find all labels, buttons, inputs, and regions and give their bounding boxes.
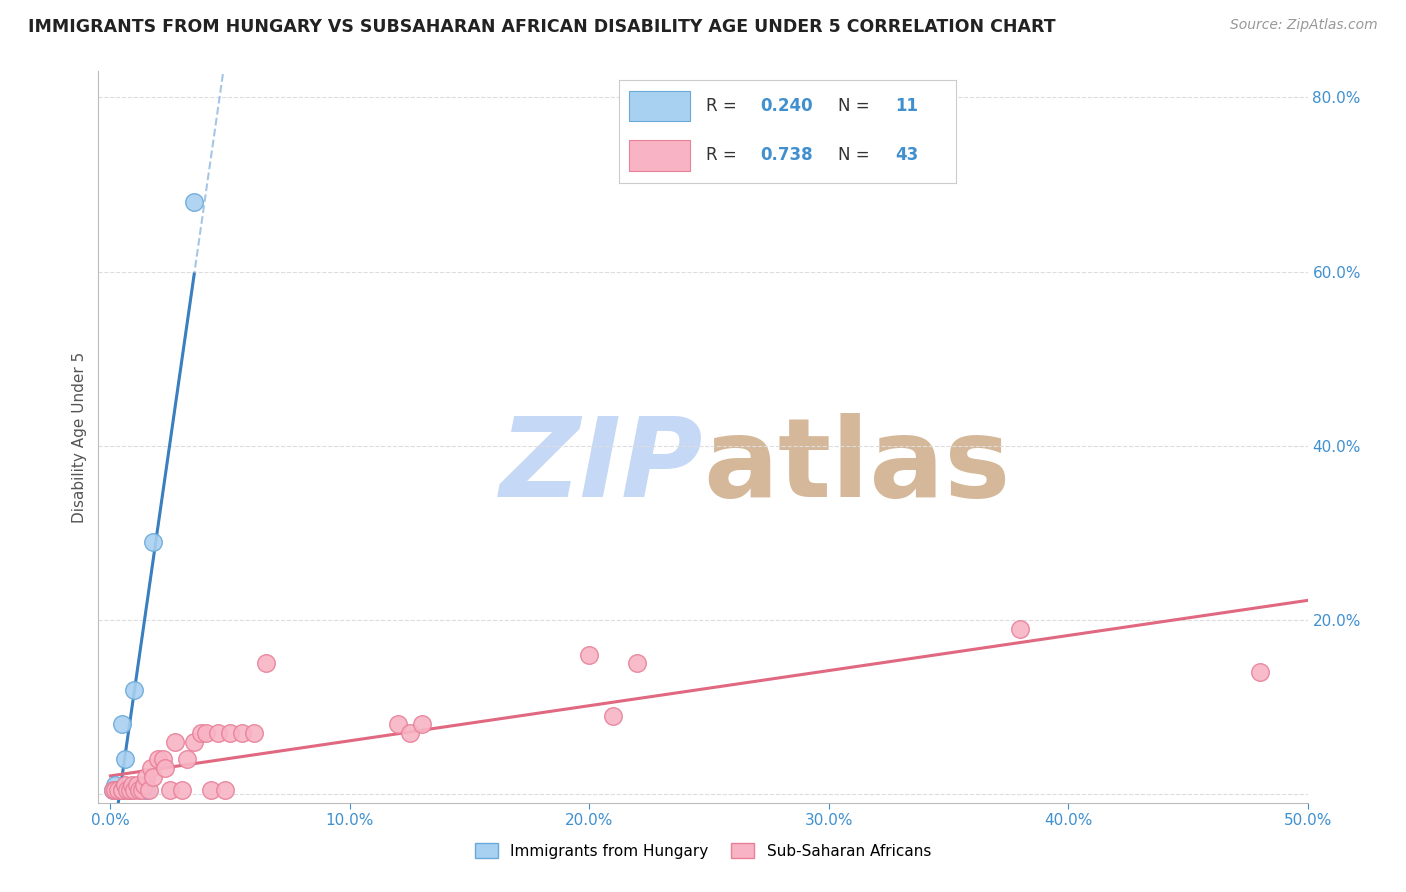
Point [411,717,433,731]
Point [135,770,157,784]
Text: ZIP: ZIP [499,413,703,520]
Point [207,726,229,740]
Point [163,735,186,749]
Point [159,782,181,797]
Point [128,782,150,797]
Point [195,726,218,740]
Point [142,770,165,784]
Point [111,717,134,731]
Point [183,735,205,749]
Text: R =: R = [706,97,742,115]
Point [107,782,129,797]
Text: 43: 43 [896,146,918,164]
Point [101,782,124,797]
Point [626,657,648,671]
Point [214,782,236,797]
Point [114,752,136,766]
Point [125,778,148,792]
Point [124,782,146,797]
Text: R =: R = [706,146,742,164]
Text: IMMIGRANTS FROM HUNGARY VS SUBSAHARAN AFRICAN DISABILITY AGE UNDER 5 CORRELATION: IMMIGRANTS FROM HUNGARY VS SUBSAHARAN AF… [28,18,1056,36]
Point [104,778,127,792]
Point [602,708,624,723]
Point [152,752,174,766]
Point [1010,622,1032,636]
Point [190,726,212,740]
Y-axis label: Disability Age Under 5: Disability Age Under 5 [72,351,87,523]
Point [135,782,157,797]
Point [132,778,155,792]
Point [155,761,177,775]
Point [118,782,141,797]
Text: 0.738: 0.738 [761,146,813,164]
Point [148,752,170,766]
Point [243,726,266,740]
Bar [628,91,689,121]
Point [107,782,129,797]
Point [115,782,138,797]
Point [387,717,409,731]
Point [254,657,277,671]
Bar [628,140,689,170]
Point [172,782,194,797]
Point [139,761,162,775]
Point [176,752,198,766]
Point [124,682,146,697]
Text: N =: N = [838,146,875,164]
Point [101,782,124,797]
Point [121,778,143,792]
Point [131,782,153,797]
Point [114,778,136,792]
Point [398,726,420,740]
Point [219,726,242,740]
Point [118,782,141,797]
Point [578,648,600,662]
Point [183,194,205,209]
Text: 0.240: 0.240 [761,97,813,115]
Text: 11: 11 [896,97,918,115]
Point [111,782,134,797]
Point [1249,665,1271,680]
Point [108,782,131,797]
Text: atlas: atlas [703,413,1011,520]
Text: N =: N = [838,97,875,115]
Point [231,726,253,740]
Point [104,782,127,797]
Point [142,534,165,549]
Point [138,782,160,797]
Point [111,782,134,797]
Legend: Immigrants from Hungary, Sub-Saharan Africans: Immigrants from Hungary, Sub-Saharan Afr… [470,837,936,864]
Point [200,782,222,797]
Text: Source: ZipAtlas.com: Source: ZipAtlas.com [1230,18,1378,32]
